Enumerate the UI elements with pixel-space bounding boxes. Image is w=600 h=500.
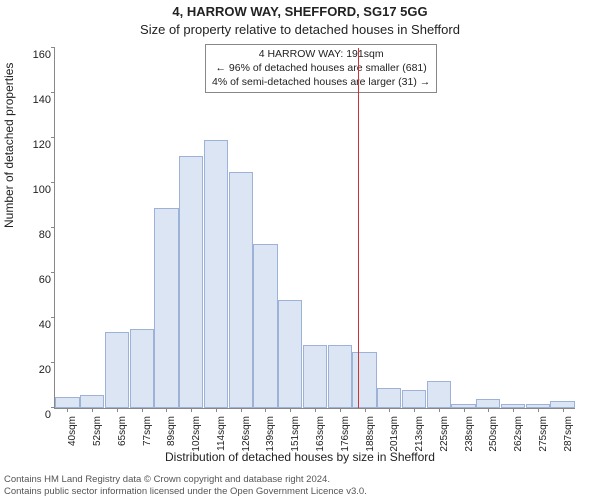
ytick-mark	[51, 317, 55, 318]
footer-attributions: Contains HM Land Registry data © Crown c…	[4, 474, 367, 498]
ytick-mark	[51, 47, 55, 48]
xtick-mark	[216, 408, 217, 412]
annotation-box: 4 HARROW WAY: 191sqm ← 96% of detached h…	[205, 44, 437, 93]
xtick-mark	[538, 408, 539, 412]
ytick-label: 160	[21, 49, 55, 61]
xtick-mark	[92, 408, 93, 412]
histogram-bar	[179, 156, 203, 408]
ytick-label: 20	[21, 364, 55, 376]
xtick-mark	[563, 408, 564, 412]
histogram-bar	[229, 172, 253, 408]
xtick-mark	[389, 408, 390, 412]
xtick-mark	[513, 408, 514, 412]
xtick-mark	[340, 408, 341, 412]
xtick-mark	[191, 408, 192, 412]
xtick-mark	[142, 408, 143, 412]
xtick-mark	[290, 408, 291, 412]
histogram-bar	[204, 140, 228, 408]
xtick-mark	[67, 408, 68, 412]
histogram-bar	[80, 395, 104, 409]
ytick-mark	[51, 362, 55, 363]
ytick-mark	[51, 272, 55, 273]
histogram-bar	[55, 397, 79, 408]
annotation-line2: ← 96% of detached houses are smaller (68…	[212, 61, 430, 75]
ytick-mark	[51, 182, 55, 183]
marker-line	[358, 48, 359, 408]
ytick-label: 80	[21, 229, 55, 241]
footer-line1: Contains HM Land Registry data © Crown c…	[4, 474, 367, 486]
annotation-line3: 4% of semi-detached houses are larger (3…	[212, 75, 430, 89]
ytick-mark	[51, 227, 55, 228]
xtick-mark	[241, 408, 242, 412]
xtick-mark	[439, 408, 440, 412]
histogram-bar	[402, 390, 426, 408]
xtick-mark	[265, 408, 266, 412]
ytick-label: 140	[21, 94, 55, 106]
xaxis-title: Distribution of detached houses by size …	[0, 450, 600, 464]
xtick-mark	[315, 408, 316, 412]
histogram-bar	[278, 300, 302, 408]
ytick-label: 100	[21, 184, 55, 196]
chart-container: 4, HARROW WAY, SHEFFORD, SG17 5GG Size o…	[0, 0, 600, 500]
xtick-mark	[464, 408, 465, 412]
ytick-mark	[51, 92, 55, 93]
histogram-bar	[352, 352, 376, 408]
xtick-mark	[414, 408, 415, 412]
ytick-label: 60	[21, 274, 55, 286]
xtick-mark	[488, 408, 489, 412]
histogram-bar	[253, 244, 277, 408]
footer-line2: Contains public sector information licen…	[4, 486, 367, 498]
histogram-bar	[328, 345, 352, 408]
xtick-mark	[166, 408, 167, 412]
histogram-bar	[476, 399, 500, 408]
ytick-label: 120	[21, 139, 55, 151]
ytick-label: 40	[21, 319, 55, 331]
ytick-label: 0	[21, 409, 55, 421]
histogram-bar	[105, 332, 129, 409]
histogram-bar	[303, 345, 327, 408]
yaxis-title: Number of detached properties	[2, 63, 16, 228]
histogram-bar	[550, 401, 574, 408]
plot-area: 4 HARROW WAY: 191sqm ← 96% of detached h…	[54, 48, 575, 409]
ytick-mark	[51, 137, 55, 138]
xtick-mark	[365, 408, 366, 412]
histogram-bar	[154, 208, 178, 408]
chart-title-sub: Size of property relative to detached ho…	[0, 22, 600, 37]
annotation-line1: 4 HARROW WAY: 191sqm	[212, 47, 430, 61]
histogram-bar	[427, 381, 451, 408]
histogram-bar	[130, 329, 154, 408]
histogram-bar	[377, 388, 401, 408]
chart-title-main: 4, HARROW WAY, SHEFFORD, SG17 5GG	[0, 4, 600, 19]
xtick-mark	[117, 408, 118, 412]
